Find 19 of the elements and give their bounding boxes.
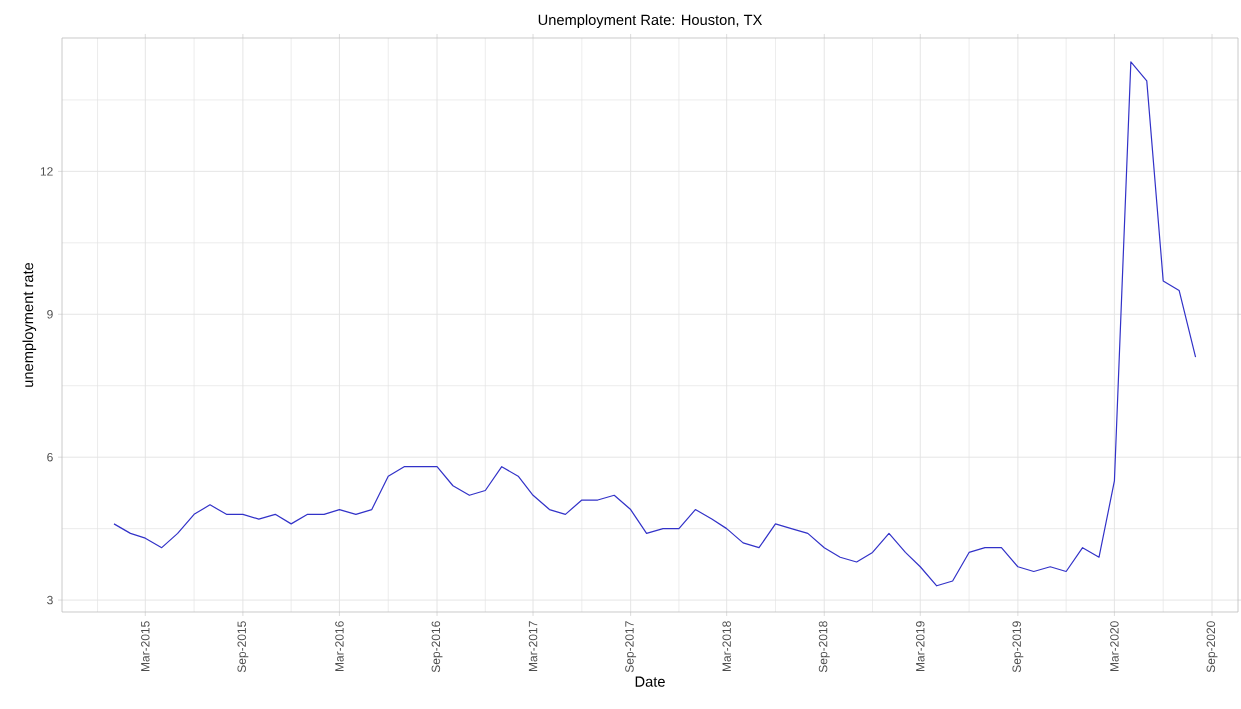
x-tick-label: Sep-2019 (1012, 621, 1024, 673)
y-tick-label: 9 (47, 310, 53, 319)
y-tick-label: 3 (47, 595, 53, 605)
chart-title: Unemployment Rate: Houston, TX (538, 14, 763, 28)
x-tick-label: Sep-2020 (1206, 621, 1218, 673)
x-tick-label: Sep-2015 (237, 621, 249, 673)
x-tick-label: Mar-2019 (916, 621, 925, 672)
x-tick-label: Sep-2017 (625, 621, 637, 673)
x-axis-title: Date (635, 676, 665, 687)
x-tick-label: Mar-2018 (722, 621, 731, 672)
y-axis-title: unemployment rate (22, 262, 37, 387)
x-tick-label: Mar-2016 (335, 621, 344, 672)
x-tick-label: Sep-2018 (818, 621, 830, 673)
x-tick-label: Mar-2015 (141, 621, 150, 672)
x-tick-label: Mar-2020 (1110, 621, 1119, 672)
y-tick-label: 6 (47, 452, 53, 462)
y-tick-label: 12 (40, 167, 53, 176)
x-tick-label: Sep-2016 (431, 621, 443, 673)
x-tick-label: Mar-2017 (528, 621, 538, 672)
